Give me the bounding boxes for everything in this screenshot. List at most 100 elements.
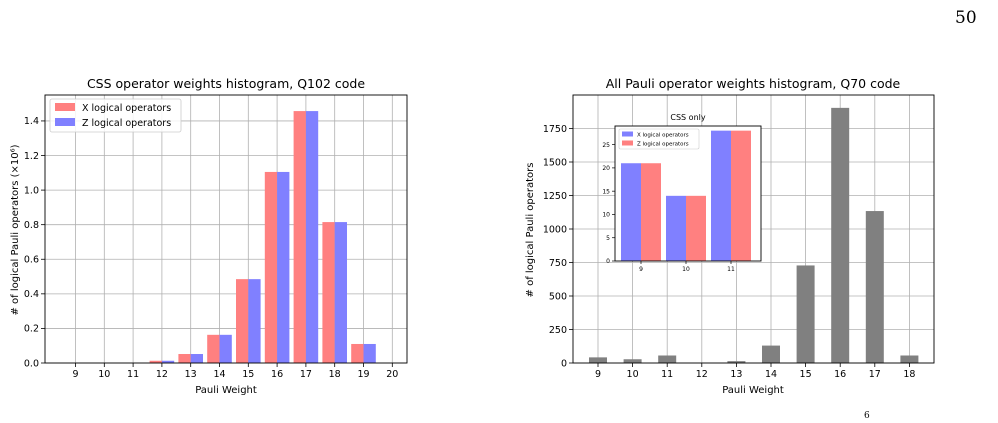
bar-z-logical [363,343,376,363]
inset-legend-swatch-x [622,131,633,137]
inset-y-tick-label: 0 [606,258,610,265]
inset-bar-x-logical [711,130,731,261]
inset-legend-box [618,128,700,150]
x-tick-label: 14 [213,369,225,380]
bar-x-logical [207,334,220,363]
x-tick-label: 14 [765,369,777,380]
inset-legend-label-x: X logical operators [637,133,689,139]
x-tick-label: 12 [696,369,708,380]
inset-bar-x-logical [621,163,641,261]
inset-legend: X logical operators Z logical operators [618,128,700,150]
x-tick-label: 15 [242,369,254,380]
y-tick-label: 1250 [543,191,567,202]
legend-label-x: X logical operators [82,103,171,114]
bar-all-operators [589,357,607,363]
inset-bar-z-logical [686,195,706,261]
inset-x-tick-label: 10 [682,266,690,273]
footer-mark: 6 [864,411,870,421]
x-tick-label: 19 [357,369,369,380]
legend-swatch-x [55,103,75,111]
y-tick-label: 250 [549,325,567,336]
inset-y-tick-label: 15 [602,188,610,195]
chart-title: CSS operator weights histogram, Q102 cod… [87,76,365,91]
bar-z-logical [248,279,261,363]
x-tick-label: 18 [903,369,915,380]
x-tick-label: 17 [869,369,881,380]
bar-x-logical [149,360,162,363]
inset-bar-z-logical [731,130,751,261]
y-axis-label: # of logical Pauli operators (×10⁶) [10,144,21,315]
y-ticks: 0.0 0.2 0.4 0.6 0.8 1.0 1.2 1.4 [24,116,45,369]
bar-all-operators [900,355,919,363]
x-ticks: 9 10 11 12 13 14 15 16 17 18 19 20 [72,363,398,380]
y-ticks: 0 250 500 750 1000 1250 1500 1750 [543,124,573,369]
legend-swatch-z [55,118,75,126]
x-axis-label: Pauli Weight [195,385,257,396]
bar-all-operators [727,361,746,363]
legend-box [49,98,182,133]
bar-x-logical [293,111,306,363]
y-tick-label: 0.8 [24,220,39,231]
inset-x-ticks: 9 10 11 [639,261,735,273]
x-tick-label: 13 [185,369,197,380]
y-tick-label: 0.2 [24,324,39,335]
y-tick-label: 0.0 [24,358,39,369]
bars [149,111,376,363]
inset-y-tick-label: 10 [602,212,610,219]
y-tick-label: 0 [561,358,567,369]
inset-legend-swatch-z [622,140,633,146]
bar-x-logical [178,354,191,363]
inset-y-tick-label: 20 [602,165,610,172]
bar-x-logical [322,222,335,363]
legend-label-z: Z logical operators [82,118,171,129]
y-tick-label: 1.4 [24,116,39,127]
bar-z-logical [334,222,347,363]
inset-bar-z-logical [641,163,661,261]
legend: X logical operators Z logical operators [49,98,182,133]
y-tick-label: 1500 [543,157,567,168]
bar-all-operators [831,107,850,363]
x-tick-label: 11 [661,369,673,380]
x-tick-label: 10 [98,369,110,380]
inset-y-tick-label: 5 [606,235,610,242]
chart-css-q102: CSS operator weights histogram, Q102 cod… [10,76,408,396]
grid-lines [45,95,407,364]
x-tick-label: 16 [834,369,846,380]
bar-all-operators [623,359,642,363]
bar-x-logical [236,279,249,363]
inset-y-ticks: 0 5 10 15 20 25 [602,142,615,265]
inset-bar-x-logical [666,195,686,261]
plot-frame [44,94,408,364]
inset-frame [614,125,762,262]
y-tick-label: 1.0 [24,185,39,196]
y-tick-label: 750 [549,258,567,269]
inset-title: CSS only [670,113,705,122]
bar-all-operators [658,355,677,363]
bar-z-logical [305,111,319,363]
bar-x-logical [351,343,364,363]
x-tick-label: 9 [72,369,78,380]
x-axis-label: Pauli Weight [722,385,784,396]
bar-z-logical [219,334,232,363]
bar-z-logical [277,171,290,363]
bar-all-operators [762,345,780,363]
x-tick-label: 12 [156,369,168,380]
y-tick-label: 0.6 [24,255,39,266]
inset-bars [621,130,751,261]
y-tick-label: 1.2 [24,151,39,162]
x-tick-label: 18 [329,369,341,380]
x-ticks: 9 10 11 12 13 14 15 16 17 18 [595,363,915,380]
x-tick-label: 9 [595,369,601,380]
x-tick-label: 10 [627,369,639,380]
inset-x-tick-label: 11 [727,266,735,273]
y-tick-label: 500 [549,291,567,302]
x-tick-label: 15 [800,369,812,380]
chart-all-q70: All Pauli operator weights histogram, Q7… [525,76,935,396]
bar-z-logical [190,354,203,363]
x-tick-label: 13 [730,369,742,380]
inset-y-tick-label: 25 [602,142,610,149]
inset-x-tick-label: 9 [639,266,643,273]
bar-z-logical [161,360,175,363]
y-tick-label: 1000 [543,224,567,235]
